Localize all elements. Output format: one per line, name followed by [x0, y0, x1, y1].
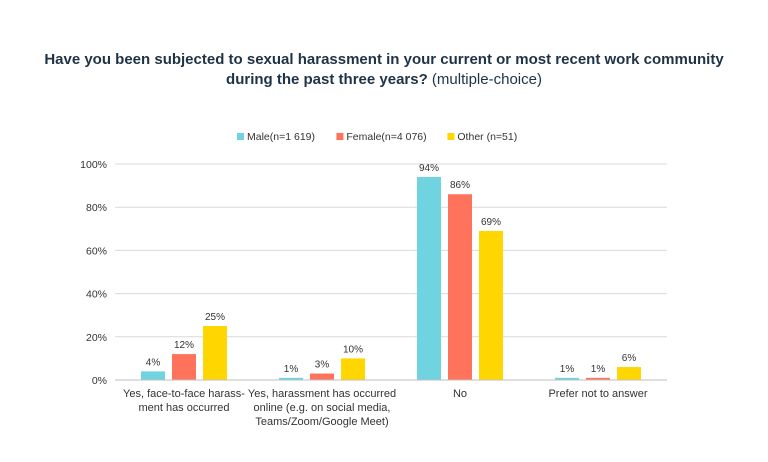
- bar: [586, 377, 610, 380]
- bar: [617, 367, 641, 380]
- data-label: 3%: [315, 360, 330, 371]
- bar: [310, 373, 334, 380]
- bar: [448, 194, 472, 380]
- bar: [417, 176, 441, 380]
- data-label: 4%: [146, 357, 161, 368]
- y-tick-label: 100%: [80, 159, 107, 171]
- y-tick-label: 40%: [86, 289, 107, 301]
- bar: [479, 230, 503, 380]
- legend-swatch: [237, 133, 244, 140]
- bar: [203, 326, 227, 380]
- y-tick-label: 20%: [86, 332, 107, 344]
- data-label: 12%: [174, 340, 194, 351]
- gridlines: [115, 163, 667, 381]
- data-label: 1%: [560, 364, 575, 375]
- data-label: 10%: [343, 344, 363, 355]
- x-axis: Yes, face-to-face harass-ment has occurr…: [115, 379, 667, 428]
- data-labels: 4% 12% 25% 1% 3% 10% 94% 86% 69% 1% 1% 6%: [146, 163, 637, 375]
- y-tick-label: 60%: [86, 245, 107, 257]
- data-label: 1%: [591, 364, 606, 375]
- chart-title-main: Have you been subjected to sexual harass…: [44, 51, 724, 88]
- bars: [141, 176, 641, 380]
- legend-label: Male(n=1 619): [247, 131, 315, 143]
- data-label: 1%: [284, 364, 299, 375]
- data-label: 69%: [481, 217, 501, 228]
- bar: [141, 371, 165, 380]
- data-label: 25%: [205, 312, 225, 323]
- bar: [555, 377, 579, 380]
- category-label: No: [453, 388, 467, 400]
- category-label: Yes, face-to-face harass-: [123, 388, 245, 400]
- data-label: 86%: [450, 180, 470, 191]
- legend-swatch: [447, 133, 455, 140]
- category-label: online (e.g. on social media,: [254, 402, 391, 414]
- category-label: ment has occurred: [138, 402, 229, 414]
- category-label: Prefer not to answer: [548, 388, 647, 400]
- legend-label: Other (n=51): [457, 131, 517, 143]
- bar: [341, 358, 365, 380]
- data-label: 94%: [419, 163, 439, 174]
- y-tick-label: 80%: [86, 202, 107, 214]
- bar: [279, 377, 303, 380]
- chart-title-note: (multiple-choice): [431, 71, 542, 88]
- y-axis: 0% 20% 40% 60% 80% 100%: [80, 159, 107, 387]
- legend-label: Female(n=4 076): [346, 131, 426, 143]
- category-label: Yes, harassment has occurred: [248, 388, 396, 400]
- legend-swatch: [336, 133, 344, 140]
- chart-title: Have you been subjected to sexual harass…: [40, 50, 728, 90]
- category-label: Teams/Zoom/Google Meet): [255, 416, 388, 428]
- y-tick-label: 0%: [92, 375, 107, 387]
- data-label: 6%: [622, 353, 637, 364]
- bar: [172, 354, 196, 380]
- legend: Male(n=1 619) Female(n=4 076) Other (n=51): [237, 131, 517, 143]
